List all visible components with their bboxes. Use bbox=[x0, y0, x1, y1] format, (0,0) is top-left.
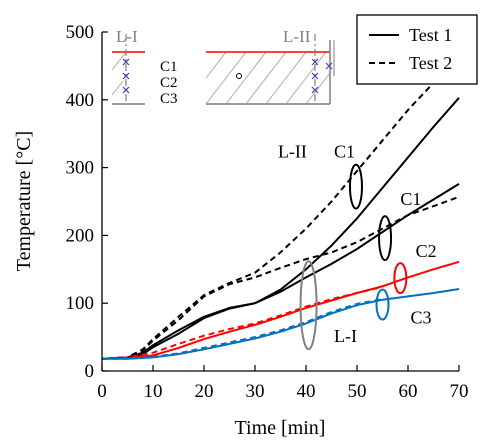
y-tick-label-1: 100 bbox=[66, 293, 95, 314]
inset-slab-hatch bbox=[111, 51, 331, 105]
series-line-2 bbox=[101, 183, 460, 360]
inset-circle-marker bbox=[236, 73, 242, 79]
annotation-label-3: C2 bbox=[416, 241, 437, 261]
y-axis-label: Temperature [°C] bbox=[13, 131, 35, 271]
inset-label-c1: C1 bbox=[160, 59, 178, 75]
annotation-layer: L-II C1 C1 C2 C3 L-I bbox=[278, 141, 437, 345]
legend-label-test1: Test 1 bbox=[409, 25, 452, 45]
x-tick-label-2: 20 bbox=[195, 381, 214, 402]
series-line-5 bbox=[101, 285, 383, 360]
annotation-ellipse-1 bbox=[378, 215, 393, 262]
annotation-label-5: L-I bbox=[334, 326, 357, 346]
x-ticks: 0 10 20 30 40 50 60 70 bbox=[97, 365, 469, 402]
x-tick-label-4: 40 bbox=[297, 381, 316, 402]
annotation-ellipse-4 bbox=[299, 260, 318, 351]
legend-box bbox=[356, 14, 478, 85]
inset-schematic: L-I L-II C1 C2 C3 bbox=[111, 27, 336, 107]
y-tick-label-3: 300 bbox=[66, 158, 95, 179]
legend: Test 1 Test 2 bbox=[356, 14, 478, 85]
x-axis-label: Time [min] bbox=[235, 417, 326, 439]
annotation-label-4: C3 bbox=[411, 308, 432, 328]
x-tick-label-3: 30 bbox=[246, 381, 265, 402]
series-line-3 bbox=[101, 195, 460, 360]
inset-label-l2: L-II bbox=[283, 27, 311, 46]
series-line-7 bbox=[102, 298, 383, 360]
x-tick-label-6: 60 bbox=[399, 381, 418, 402]
y-tick-label-5: 500 bbox=[66, 22, 95, 43]
annotation-ellipse-3 bbox=[375, 288, 390, 321]
annotation-ellipse-0 bbox=[348, 163, 363, 210]
legend-label-test2: Test 2 bbox=[409, 53, 452, 73]
ellipse-layer bbox=[299, 163, 408, 351]
inset-background bbox=[111, 34, 336, 106]
series-line-0 bbox=[101, 97, 460, 360]
y-ticks: 0 100 200 300 400 500 bbox=[66, 22, 108, 382]
inset-sensor-markers bbox=[122, 58, 333, 94]
y-tick-label-0: 0 bbox=[85, 361, 95, 382]
series-line-4 bbox=[101, 260, 460, 360]
annotation-ellipse-2 bbox=[393, 262, 408, 295]
x-tick-label-1: 10 bbox=[144, 381, 163, 402]
x-tick-label-7: 70 bbox=[450, 381, 469, 402]
inset-label-l1: L-I bbox=[116, 27, 138, 46]
y-tick-label-4: 400 bbox=[66, 90, 95, 111]
series-line-6 bbox=[102, 288, 460, 360]
x-tick-label-5: 50 bbox=[348, 381, 367, 402]
annotation-label-0: L-II bbox=[278, 141, 307, 161]
annotation-label-1: C1 bbox=[334, 141, 355, 161]
inset-label-c3: C3 bbox=[160, 91, 178, 107]
series-layer bbox=[101, 51, 460, 360]
annotation-label-2: C1 bbox=[400, 189, 421, 209]
y-tick-label-2: 200 bbox=[66, 225, 95, 246]
x-tick-label-0: 0 bbox=[97, 381, 107, 402]
inset-label-c2: C2 bbox=[160, 75, 178, 91]
